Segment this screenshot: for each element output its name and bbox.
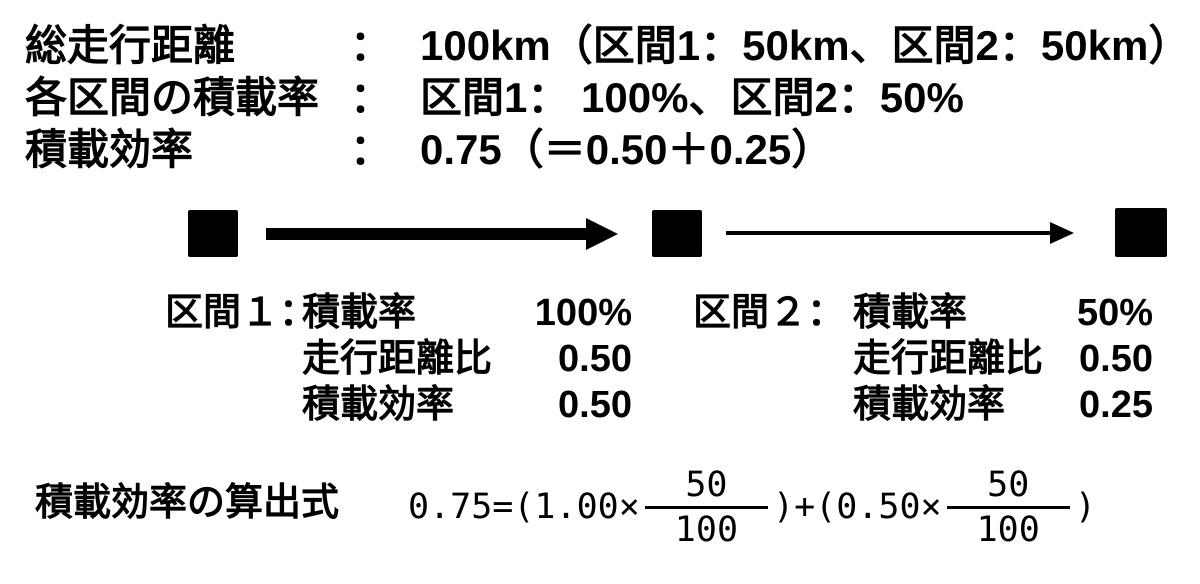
attr-row-load-rate: 積載率 100% xyxy=(302,290,632,336)
attr-value: 50% xyxy=(1076,292,1153,334)
segment-title-text: 区間１ xyxy=(165,292,280,334)
fraction-1-denominator: 100 xyxy=(674,509,739,550)
summary-value: 区間1： 100%、区間2：50% xyxy=(420,74,964,121)
summary-block: 総走行距離 ： 100km（区間1：50km、区間2：50km） 各区間の積載率… xyxy=(25,20,1190,176)
formula-mid: )+(0.50× xyxy=(773,487,942,527)
summary-row-load-efficiency: 積載効率 ： 0.75（＝0.50＋0.25） xyxy=(25,124,1190,176)
fraction-1: 50 100 xyxy=(644,464,769,550)
formula-rhs: ) xyxy=(1074,487,1096,527)
node-square-1 xyxy=(188,210,238,257)
summary-colon: ： xyxy=(350,22,393,69)
attr-value: 0.25 xyxy=(1079,384,1153,426)
fraction-2-denominator: 100 xyxy=(976,509,1040,550)
attr-row-distance-ratio: 走行距離比 0.50 xyxy=(853,336,1153,382)
segment-title-text: 区間２ xyxy=(693,292,808,334)
fraction-2-bar xyxy=(946,505,1070,509)
fraction-1-bar xyxy=(644,505,769,509)
attr-row-distance-ratio: 走行距離比 0.50 xyxy=(302,336,632,382)
node-square-2 xyxy=(652,210,702,257)
segment-title-colon: ： xyxy=(279,292,318,334)
summary-label: 総走行距離 xyxy=(25,22,236,69)
summary-value: 100km（区間1：50km、区間2：50km） xyxy=(420,22,1191,69)
attr-value: 0.50 xyxy=(558,384,632,426)
segment2-panel: 区間２： 積載率 50% 走行距離比 0.50 積載効率 0.25 xyxy=(693,290,1153,430)
segment2-title: 区間２： xyxy=(693,290,845,336)
attr-row-load-efficiency: 積載効率 0.25 xyxy=(853,382,1153,428)
summary-row-load-rates: 各区間の積載率 ： 区間1： 100%、区間2：50% xyxy=(25,72,1190,124)
segment-title-colon: ： xyxy=(807,292,846,334)
attr-name: 積載効率 xyxy=(302,384,455,426)
segment2-thin-arrow-icon xyxy=(726,222,1074,244)
fraction-2: 50 100 xyxy=(946,464,1070,550)
summary-row-total-distance: 総走行距離 ： 100km（区間1：50km、区間2：50km） xyxy=(25,20,1190,72)
segment1-attr-table: 積載率 100% 走行距離比 0.50 積載効率 0.50 xyxy=(302,290,632,428)
attr-name: 積載効率 xyxy=(853,384,1006,426)
formula-label: 積載効率の算出式 xyxy=(35,482,340,524)
route-diagram xyxy=(188,208,1167,257)
formula-lhs: 0.75=(1.00× xyxy=(408,487,640,527)
segment1-panel: 区間１： 積載率 100% 走行距離比 0.50 積載効率 0.50 xyxy=(165,290,632,430)
formula-equation: 0.75=(1.00× 50 100 )+(0.50× 50 100 ) xyxy=(408,455,1096,559)
summary-value: 0.75（＝0.50＋0.25） xyxy=(420,126,834,173)
segment1-title: 区間１： xyxy=(165,290,317,336)
attr-row-load-efficiency: 積載効率 0.50 xyxy=(302,382,632,428)
attr-value: 100% xyxy=(534,292,632,334)
fraction-2-numerator: 50 xyxy=(987,464,1030,505)
attr-value: 0.50 xyxy=(558,338,632,380)
fraction-1-numerator: 50 xyxy=(685,464,728,505)
attr-name: 積載率 xyxy=(853,292,968,334)
summary-colon: ： xyxy=(350,74,393,121)
attr-name: 走行距離比 xyxy=(302,338,493,380)
summary-colon: ： xyxy=(350,126,393,173)
summary-label: 積載効率 xyxy=(25,126,194,173)
summary-label: 各区間の積載率 xyxy=(25,74,320,121)
node-square-3 xyxy=(1115,208,1167,257)
segment2-attr-table: 積載率 50% 走行距離比 0.50 積載効率 0.25 xyxy=(853,290,1153,428)
attr-value: 0.50 xyxy=(1079,338,1153,380)
attr-row-load-rate: 積載率 50% xyxy=(853,290,1153,336)
attr-name: 積載率 xyxy=(302,292,417,334)
segment1-thick-arrow-icon xyxy=(266,218,618,250)
attr-name: 走行距離比 xyxy=(853,338,1044,380)
